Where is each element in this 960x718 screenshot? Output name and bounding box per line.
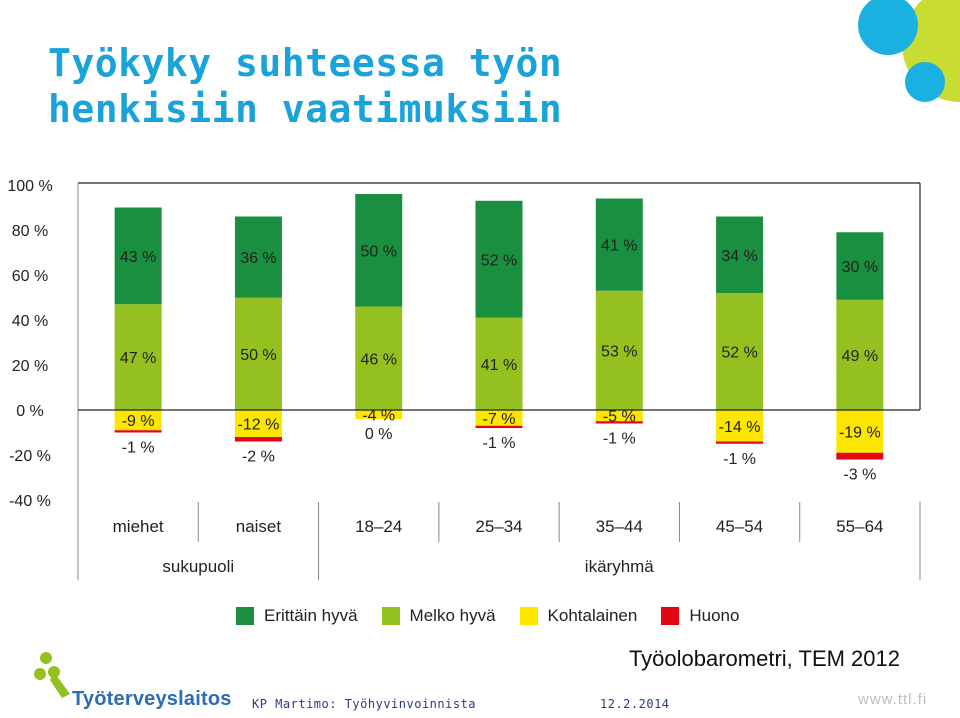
data-label-erittain-hyva: 52 % [481, 252, 517, 269]
data-label-huono: -2 % [242, 449, 275, 466]
legend-label: Erittäin hyvä [264, 606, 358, 625]
data-label-erittain-hyva: 30 % [842, 259, 878, 276]
bar-melko-hyva [355, 306, 403, 410]
ttl-logo-icon [34, 652, 70, 698]
x-group-label: ikäryhmä [585, 557, 655, 576]
data-label-kohtalainen: -19 % [839, 424, 881, 441]
bar-erittain-hyva [355, 194, 403, 307]
legend-label: Melko hyvä [409, 606, 496, 625]
x-category-label: 25–34 [475, 517, 522, 536]
bar-kohtalainen [355, 410, 403, 419]
bar-huono [475, 425, 523, 428]
data-label-melko-hyva: 50 % [240, 347, 276, 364]
data-label-melko-hyva: 41 % [481, 357, 517, 374]
y-tick-label: 100 % [7, 178, 52, 195]
data-label-melko-hyva: 46 % [360, 351, 396, 368]
bar-kohtalainen [595, 410, 643, 422]
bar-erittain-hyva [114, 207, 162, 305]
y-tick-label: 20 % [12, 358, 48, 375]
y-tick-label: 80 % [12, 223, 48, 240]
x-category-label: miehet [113, 517, 164, 536]
x-category-label: 18–24 [355, 517, 402, 536]
data-label-huono: -3 % [843, 467, 876, 484]
data-label-melko-hyva: 52 % [721, 345, 757, 362]
data-label-kohtalainen: -14 % [719, 419, 761, 436]
bar-huono [114, 430, 162, 433]
data-label-erittain-hyva: 41 % [601, 238, 637, 255]
bar-melko-hyva [234, 297, 282, 410]
legend-item: Erittäin hyvä [236, 606, 358, 626]
legend-swatch [236, 607, 254, 625]
title-line-2: henkisiin vaatimuksiin [48, 87, 563, 131]
data-label-erittain-hyva: 43 % [120, 249, 156, 266]
page-title: Työkyky suhteessa työn henkisiin vaatimu… [48, 40, 668, 132]
data-label-kohtalainen: -7 % [483, 411, 516, 428]
footer-date: 12.2.2014 [600, 697, 670, 711]
bar-melko-hyva [716, 293, 764, 410]
deco-circle-blue-large [858, 0, 918, 55]
x-category-label: 55–64 [836, 517, 883, 536]
data-label-huono: -1 % [122, 440, 155, 457]
x-category-label: naiset [236, 517, 282, 536]
bar-kohtalainen [836, 410, 884, 453]
bar-erittain-hyva [595, 198, 643, 291]
legend-item: Huono [661, 606, 739, 626]
data-label-melko-hyva: 53 % [601, 343, 637, 360]
legend-swatch [661, 607, 680, 625]
bar-huono [595, 421, 643, 424]
y-tick-label: 60 % [12, 268, 48, 285]
bar-kohtalainen [716, 410, 764, 442]
bar-huono [836, 452, 884, 460]
bar-erittain-hyva [716, 216, 764, 293]
data-label-kohtalainen: -12 % [238, 417, 280, 434]
x-category-label: 35–44 [596, 517, 643, 536]
title-line-1: Työkyky suhteessa työn [48, 41, 563, 85]
legend-swatch [519, 607, 538, 625]
data-label-erittain-hyva: 50 % [360, 243, 396, 260]
deco-circle-blue-small [905, 62, 945, 102]
bar-chart: 100 % 80 % 60 % 40 % 20 % 0 % -20 % -40 % 43 % 4… [7, 178, 921, 580]
bar-erittain-hyva [836, 232, 884, 300]
y-tick-label: 40 % [12, 313, 48, 330]
bar-melko-hyva [114, 304, 162, 410]
decorative-circles-logo [858, 0, 960, 102]
legend-swatch [381, 607, 400, 625]
source-note: Työolobarometri, TEM 2012 [628, 646, 900, 671]
data-label-kohtalainen: -4 % [362, 408, 395, 425]
legend-label: Kohtalainen [547, 606, 638, 625]
footer-url[interactable]: www.ttl.fi [858, 691, 928, 708]
data-label-erittain-hyva: 36 % [240, 250, 276, 267]
data-label-huono: 0 % [365, 426, 393, 443]
legend-label: Huono [689, 606, 740, 625]
data-label-erittain-hyva: 34 % [721, 248, 757, 265]
data-label-huono: -1 % [723, 451, 756, 468]
data-label-melko-hyva: 47 % [120, 350, 156, 367]
bar-melko-hyva [595, 290, 643, 410]
data-label-melko-hyva: 49 % [842, 348, 878, 365]
y-tick-label: -20 % [9, 448, 51, 465]
legend-item: Kohtalainen [519, 606, 638, 626]
footer-author: KP Martimo: Työhyvinvoinnista [252, 697, 477, 711]
data-label-huono: -1 % [603, 431, 636, 448]
legend-item: Melko hyvä [381, 606, 496, 626]
bar-erittain-hyva [234, 216, 282, 298]
data-label-kohtalainen: -9 % [122, 413, 155, 430]
x-group-label: sukupuoli [162, 557, 234, 576]
chart-legend: Erittäin hyvä Melko hyvä Kohtalainen Huono [236, 606, 763, 626]
data-label-huono: -1 % [483, 435, 516, 452]
bar-huono [716, 441, 764, 444]
bar-erittain-hyva [475, 200, 523, 318]
footer-organization: Työterveyslaitos [72, 688, 232, 710]
bar-melko-hyva [475, 317, 523, 410]
bar-kohtalainen [475, 410, 523, 426]
y-tick-label: -40 % [9, 493, 51, 510]
y-tick-label: 0 % [16, 403, 44, 420]
bar-huono [234, 437, 282, 442]
bar-kohtalainen [234, 410, 282, 437]
bar-kohtalainen [114, 410, 162, 431]
data-label-kohtalainen: -5 % [603, 409, 636, 426]
bar-melko-hyva [836, 299, 884, 410]
x-category-label: 45–54 [716, 517, 763, 536]
